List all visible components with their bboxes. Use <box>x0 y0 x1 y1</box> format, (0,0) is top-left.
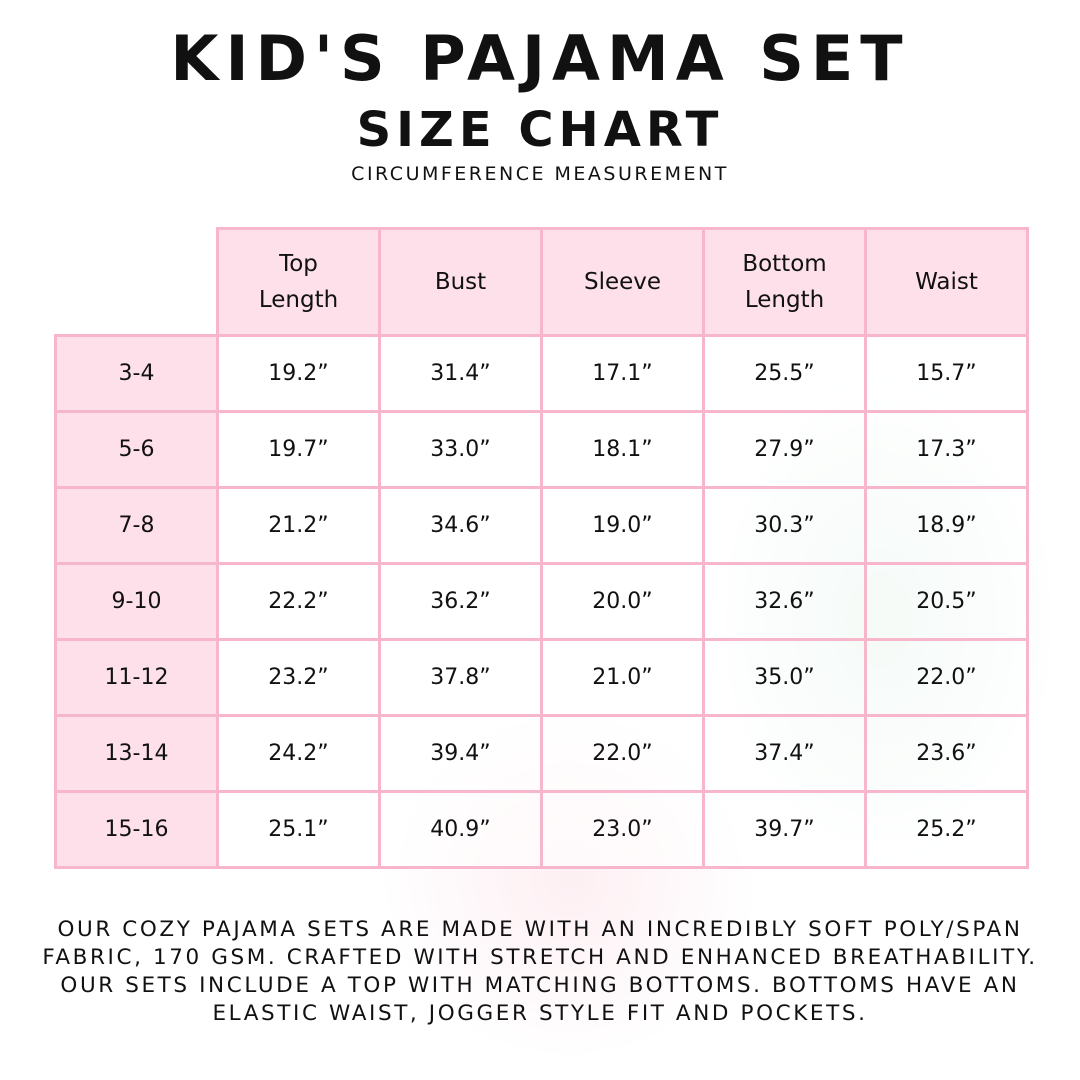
table-cell: 39.4” <box>378 714 543 793</box>
table-cell: 32.6” <box>702 562 867 641</box>
column-header: Bust <box>378 227 543 337</box>
table-cell: 22.0” <box>864 638 1029 717</box>
column-header: Sleeve <box>540 227 705 337</box>
product-description: Our cozy pajama sets are made with an in… <box>42 917 1038 1026</box>
table-cell: 40.9” <box>378 790 543 869</box>
size-label: 7-8 <box>54 486 219 565</box>
table-cell: 21.2” <box>216 486 381 565</box>
table-cell: 24.2” <box>216 714 381 793</box>
size-label: 13-14 <box>54 714 219 793</box>
table-cell: 25.5” <box>702 334 867 413</box>
table-cell: 15.7” <box>864 334 1029 413</box>
size-label: 5-6 <box>54 410 219 489</box>
table-cell: 19.7” <box>216 410 381 489</box>
table-cell: 23.6” <box>864 714 1029 793</box>
table-cell: 22.2” <box>216 562 381 641</box>
measurement-note: Circumference Measurement <box>351 163 729 185</box>
column-header: Top Length <box>216 227 381 337</box>
table-cell: 37.8” <box>378 638 543 717</box>
table-cell: 20.5” <box>864 562 1029 641</box>
size-label: 3-4 <box>54 334 219 413</box>
table-cell: 31.4” <box>378 334 543 413</box>
table-cell: 30.3” <box>702 486 867 565</box>
table-cell: 25.2” <box>864 790 1029 869</box>
table-cell: 35.0” <box>702 638 867 717</box>
table-cell: 20.0” <box>540 562 705 641</box>
table-cell: 17.1” <box>540 334 705 413</box>
table-cell: 23.0” <box>540 790 705 869</box>
table-cell: 18.1” <box>540 410 705 489</box>
table-cell: 27.9” <box>702 410 867 489</box>
table-cell: 21.0” <box>540 638 705 717</box>
table-cell: 33.0” <box>378 410 543 489</box>
table-cell: 36.2” <box>378 562 543 641</box>
page-title: Kid's Pajama Set <box>170 22 910 95</box>
table-cell: 23.2” <box>216 638 381 717</box>
table-cell: 22.0” <box>540 714 705 793</box>
size-label: 11-12 <box>54 638 219 717</box>
column-header: Bottom Length <box>702 227 867 337</box>
table-cell: 18.9” <box>864 486 1029 565</box>
size-label: 9-10 <box>54 562 219 641</box>
page-subtitle: Size Chart <box>356 102 724 158</box>
table-cell: 37.4” <box>702 714 867 793</box>
column-header: Waist <box>864 227 1029 337</box>
table-cell: 25.1” <box>216 790 381 869</box>
table-cell: 34.6” <box>378 486 543 565</box>
table-cell: 17.3” <box>864 410 1029 489</box>
size-label: 15-16 <box>54 790 219 869</box>
table-cell: 19.2” <box>216 334 381 413</box>
table-cell: 39.7” <box>702 790 867 869</box>
table-cell: 19.0” <box>540 486 705 565</box>
